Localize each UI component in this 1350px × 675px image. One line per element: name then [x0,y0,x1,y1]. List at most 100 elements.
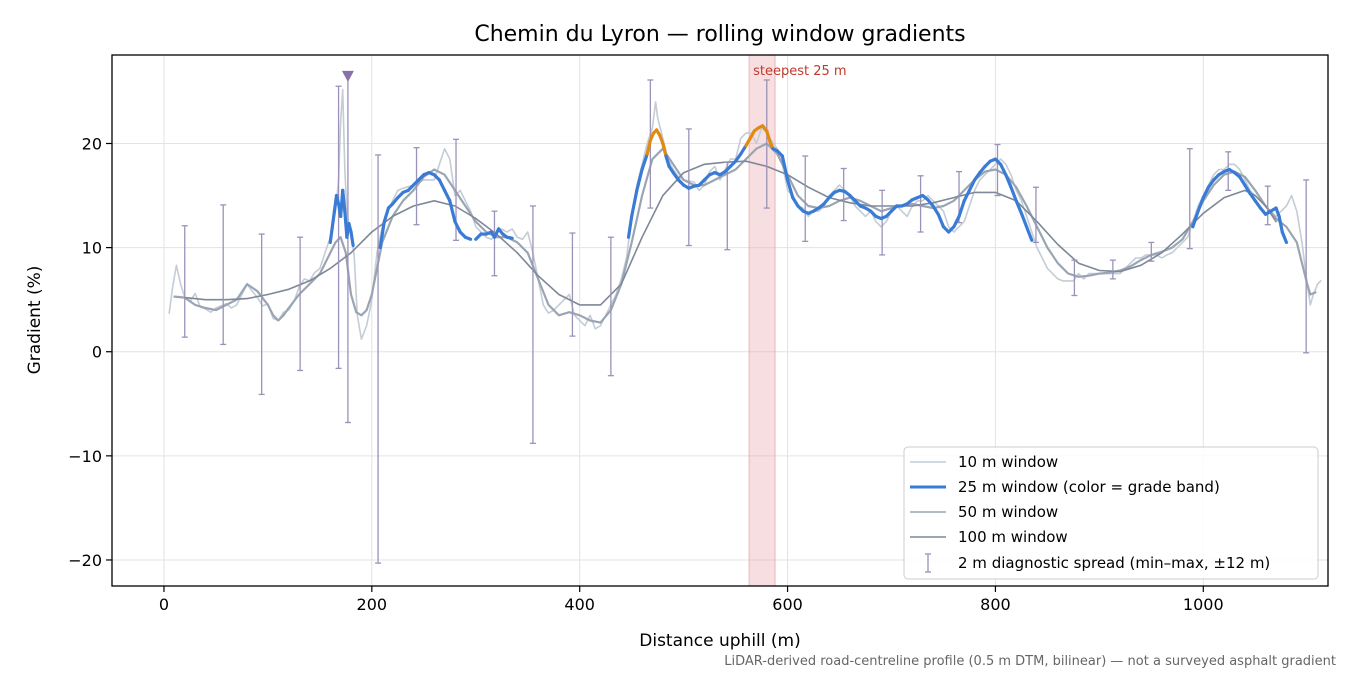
plot-frame [111,54,1329,587]
footnote: LiDAR-derived road-centreline profile (0… [724,654,1336,669]
highlight-label: steepest 25 m [753,64,846,79]
line-25m-segment [952,214,961,229]
line-25m-segment [1280,230,1289,245]
x-tick-label: 0 [159,595,169,614]
x-axis-ticks: 0 200 400 600 800 1000 [159,586,1224,614]
legend-label-10m: 10 m window [958,453,1058,471]
line-25m-segment [437,178,447,192]
x-tick-label: 200 [357,595,388,614]
legend-label-errorbar: 2 m diagnostic spread (min–max, ±12 m) [958,554,1270,572]
x-tick-label: 600 [772,595,803,614]
errorbar [1071,259,1078,297]
errorbar [1148,241,1155,262]
line-25m-segment [936,212,946,229]
line-25m-segment [791,196,800,208]
errorbar [1303,179,1310,354]
legend-swatch-errorbar [925,553,931,573]
errorbar [607,236,614,377]
peak-marker [341,70,354,82]
y-axis-label: Gradient (%) [25,266,45,375]
errorbar [529,205,536,445]
line-25m-segment [630,188,639,218]
y-tick-label: −20 [68,551,102,570]
line-25m-segment [999,162,1008,177]
line-25m-segment [765,129,772,144]
line-25m-segment [453,219,462,234]
line-25m-segment [1019,211,1029,229]
errorbar [297,236,304,372]
line-10m [168,88,1322,340]
errorbar [375,154,382,564]
errorbar [917,175,924,233]
errorbar [994,143,1001,197]
x-tick-label: 400 [564,595,595,614]
errorbar-group [181,75,1310,564]
line-25m-segment [349,230,355,248]
line-25m-segment [931,204,940,216]
series-group [168,75,1322,564]
line-25m-segment [448,199,457,224]
errorbar [840,167,847,222]
y-tick-label: 20 [82,135,102,154]
line-25m-segment [962,188,972,203]
line-50m [173,142,1317,324]
errorbar [220,204,227,346]
line-25m-segment [661,141,668,158]
line-25m-segment [341,188,347,213]
errorbar [1264,185,1271,226]
errorbar [724,161,731,251]
line-25m-segment [463,235,473,241]
line-25m-segment [635,167,644,192]
line-25m-segment [780,154,790,182]
line-25m-segment [1201,185,1211,200]
errorbar [1109,259,1116,280]
line-25m-segment [378,219,386,250]
errorbar [491,210,498,277]
line-25m-segment [739,143,748,156]
line-25m-segment [1014,199,1024,215]
errorbar [258,233,265,396]
x-tick-label: 1000 [1183,595,1224,614]
line-25m-segment [1009,185,1018,203]
marker-group [341,70,354,82]
errorbar [802,155,809,243]
line-25m-segment [1196,196,1205,213]
y-tick-label: 10 [82,239,102,258]
legend-label-100m: 100 m window [958,528,1068,546]
line-25m-segment [785,178,795,200]
series-10m [168,88,1322,340]
x-axis-label: Distance uphill (m) [639,631,800,651]
line-25m-segment [664,154,671,169]
line-25m-segment [1243,183,1252,196]
series-25m [328,124,1289,250]
y-axis-ticks: −20 −10 0 10 20 [68,135,112,570]
series-50m [173,142,1317,324]
line-25m-segment [645,138,652,156]
errorbar [879,189,886,256]
errorbar [1032,186,1039,244]
line-25m-segment [505,235,514,240]
line-25m-segment [1238,175,1247,187]
line-25m-segment [1004,173,1013,189]
line-25m-segment [328,209,337,245]
line-25m-segment [967,178,977,192]
line-25m-segment [1277,214,1284,234]
grid [112,55,1328,586]
y-tick-label: −10 [68,447,102,466]
legend-label-25m: 25 m window (color = grade band) [958,478,1220,496]
line-25m-segment [640,152,649,172]
errorbar [1186,148,1193,250]
legend: 10 m window 25 m window (color = grade b… [903,446,1319,580]
line-25m-segment [442,188,452,203]
line-25m-segment [382,206,391,224]
legend-label-50m: 50 m window [958,503,1058,521]
series-100m [184,160,1277,306]
line-25m-segment [1024,225,1034,242]
errorbar [569,232,576,337]
errorbar [413,147,420,226]
x-tick-label: 800 [980,595,1011,614]
line-25m-segment [1191,209,1200,229]
line-25m-segment [626,214,634,239]
